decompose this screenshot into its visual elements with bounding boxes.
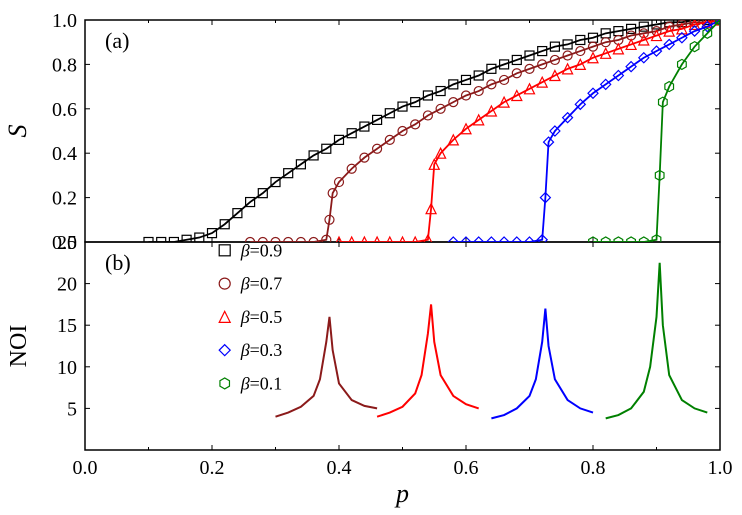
xtick-label: 0.0 (73, 457, 98, 479)
xtick-label: 0.4 (327, 457, 352, 479)
figure-container: 0.00.20.40.60.81.0p0.00.20.40.60.81.0510… (0, 0, 742, 515)
series-line (453, 20, 720, 242)
marker-square (219, 245, 230, 256)
ytick-a-label: 1.0 (52, 10, 77, 32)
ytick-b-label: 20 (57, 274, 77, 296)
panel-b-plot (276, 263, 708, 419)
series-line (250, 20, 720, 242)
ytick-b-label: 25 (57, 232, 77, 254)
ytick-a-label: 0.2 (52, 188, 77, 210)
ytick-a-label: 0.6 (52, 99, 77, 121)
panel-b-frame (85, 242, 720, 450)
ytick-b-label: 10 (57, 357, 77, 379)
marker-triangle (219, 311, 230, 322)
series-line (593, 20, 720, 242)
x-axis-label: p (394, 479, 409, 508)
panel-a-plot (144, 15, 725, 247)
marker-diamond (219, 345, 230, 356)
series-line (339, 20, 720, 242)
y-axis-label-b: NOI (6, 325, 32, 368)
marker-circle (219, 278, 230, 289)
xtick-label: 1.0 (708, 457, 733, 479)
ytick-a-label: 0.4 (52, 143, 77, 165)
series-line-b (606, 263, 708, 419)
series-line-b (491, 309, 593, 419)
series-line-b (377, 304, 479, 416)
legend-label: β=0.9 (240, 240, 283, 260)
legend-label: β=0.3 (240, 340, 283, 360)
ytick-b-label: 15 (57, 315, 77, 337)
chart-svg: 0.00.20.40.60.81.0p0.00.20.40.60.81.0510… (0, 0, 742, 515)
xtick-label: 0.6 (454, 457, 479, 479)
ytick-b-label: 5 (67, 398, 77, 420)
series-line-b (276, 317, 378, 417)
y-axis-label-a: S (3, 125, 32, 138)
legend-label: β=0.5 (240, 307, 283, 327)
legend-label: β=0.7 (240, 274, 283, 294)
ytick-a-label: 0.8 (52, 54, 77, 76)
panel-b-label: (b) (105, 250, 131, 275)
legend-label: β=0.1 (240, 373, 283, 393)
marker-hexagon (220, 378, 230, 389)
panel-a-label: (a) (105, 28, 129, 53)
xtick-label: 0.8 (581, 457, 606, 479)
xtick-label: 0.2 (200, 457, 225, 479)
